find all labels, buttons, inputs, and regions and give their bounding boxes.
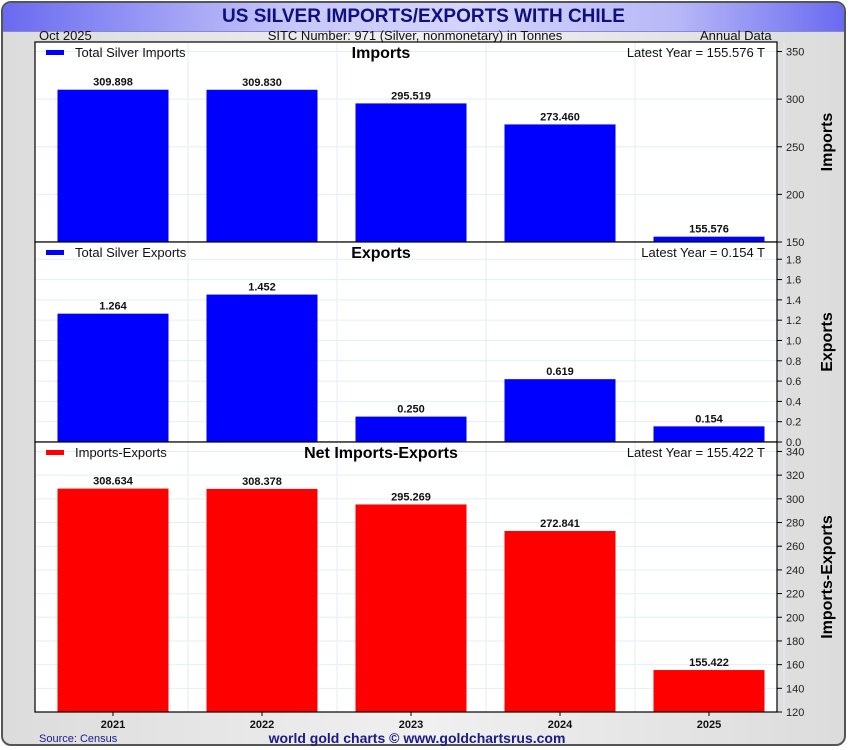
legend-label: Imports-Exports: [75, 445, 167, 460]
y-tick-label: 160: [786, 660, 804, 672]
legend-swatch: [46, 450, 64, 455]
panel-border: [34, 441, 778, 713]
data-label-2025: 155.422: [689, 657, 729, 669]
y-tick-label: 320: [786, 470, 804, 482]
bar-2022: [206, 89, 318, 243]
panel-title: Net Imports-Exports: [304, 445, 458, 462]
data-label-2021: 308.634: [93, 476, 134, 488]
bar-2024: [504, 124, 616, 242]
data-label-2023: 295.519: [391, 90, 431, 102]
y-tick-label: 340: [786, 446, 804, 458]
data-label-2024: 0.619: [546, 366, 574, 378]
chart-title: US SILVER IMPORTS/EXPORTS WITH CHILE: [222, 6, 625, 27]
legend-label: Total Silver Exports: [75, 245, 187, 260]
bar-2025: [653, 426, 765, 442]
y-tick-label: 350: [786, 47, 804, 59]
y-tick-label: 300: [786, 494, 804, 506]
latest-year-label: Latest Year = 155.422 T: [627, 445, 765, 460]
legend-swatch: [46, 50, 64, 55]
y-tick-label: 300: [786, 94, 804, 106]
data-label-2021: 1.264: [99, 301, 127, 313]
data-label-2022: 308.378: [242, 476, 282, 488]
y-tick-label: 1.6: [786, 275, 801, 287]
frequency-label: Annual Data: [700, 28, 772, 43]
y-tick-label: 0.2: [786, 417, 801, 429]
y-tick-label: 150: [786, 237, 804, 249]
bar-2021: [57, 488, 169, 712]
data-label-2024: 273.460: [540, 111, 580, 123]
y-tick-label: 200: [786, 612, 804, 624]
y-axis-label: Imports: [819, 113, 836, 172]
bar-2022: [206, 488, 318, 712]
legend-label: Total Silver Imports: [75, 45, 186, 60]
x-tick-label: 2025: [697, 719, 721, 731]
y-tick-label: 200: [786, 189, 804, 201]
legend-swatch: [46, 250, 64, 255]
bar-2022: [206, 294, 318, 442]
data-label-2022: 1.452: [248, 282, 276, 294]
latest-year-label: Latest Year = 155.576 T: [627, 45, 765, 60]
bar-2025: [653, 670, 765, 712]
y-tick-label: 240: [786, 565, 804, 577]
data-label-2023: 0.250: [397, 404, 425, 416]
y-tick-label: 140: [786, 683, 804, 695]
sitc-label: SITC Number: 971 (Silver, nonmonetary) i…: [267, 28, 563, 43]
bar-2021: [57, 89, 169, 243]
x-tick-label: 2022: [250, 719, 274, 731]
y-tick-label: 1.0: [786, 335, 801, 347]
panel-title: Exports: [351, 245, 411, 262]
latest-year-label: Latest Year = 0.154 T: [641, 245, 765, 260]
y-axis-label: Exports: [819, 312, 836, 372]
bar-2025: [653, 236, 765, 242]
y-tick-label: 0.6: [786, 376, 801, 388]
data-label-2024: 272.841: [540, 518, 580, 530]
y-tick-label: 250: [786, 142, 804, 154]
bar-2021: [57, 313, 169, 442]
bar-2023: [355, 504, 467, 712]
y-tick-label: 1.8: [786, 254, 801, 266]
y-tick-label: 180: [786, 636, 804, 648]
x-tick-label: 2021: [101, 719, 125, 731]
data-label-2025: 155.576: [689, 224, 729, 236]
date-label: Oct 2025: [39, 28, 92, 43]
y-tick-label: 260: [786, 541, 804, 553]
data-label-2023: 295.269: [391, 491, 431, 503]
data-label-2022: 309.830: [242, 77, 282, 89]
panel-title: Imports: [352, 45, 411, 62]
data-label-2021: 309.898: [93, 77, 133, 89]
y-tick-label: 0.0: [786, 437, 801, 449]
data-label-2025: 0.154: [695, 413, 723, 425]
source-label: Source: Census: [39, 733, 118, 745]
y-tick-label: 1.4: [786, 295, 801, 307]
x-tick-label: 2024: [548, 719, 573, 731]
y-axis-label: Imports-Exports: [819, 515, 836, 639]
y-tick-label: 280: [786, 518, 804, 530]
bar-2023: [355, 103, 467, 242]
y-tick-label: 120: [786, 707, 804, 719]
bar-2024: [504, 379, 616, 442]
x-tick-label: 2023: [399, 719, 423, 731]
credit-label: world gold charts © www.goldchartsrus.co…: [268, 730, 566, 746]
bar-2023: [355, 416, 467, 442]
y-tick-label: 220: [786, 589, 804, 601]
bar-2024: [504, 531, 616, 712]
y-tick-label: 1.2: [786, 315, 801, 327]
title-bar: US SILVER IMPORTS/EXPORTS WITH CHILE: [3, 3, 844, 32]
y-tick-label: 0.8: [786, 356, 801, 368]
y-tick-label: 0.4: [786, 396, 801, 408]
